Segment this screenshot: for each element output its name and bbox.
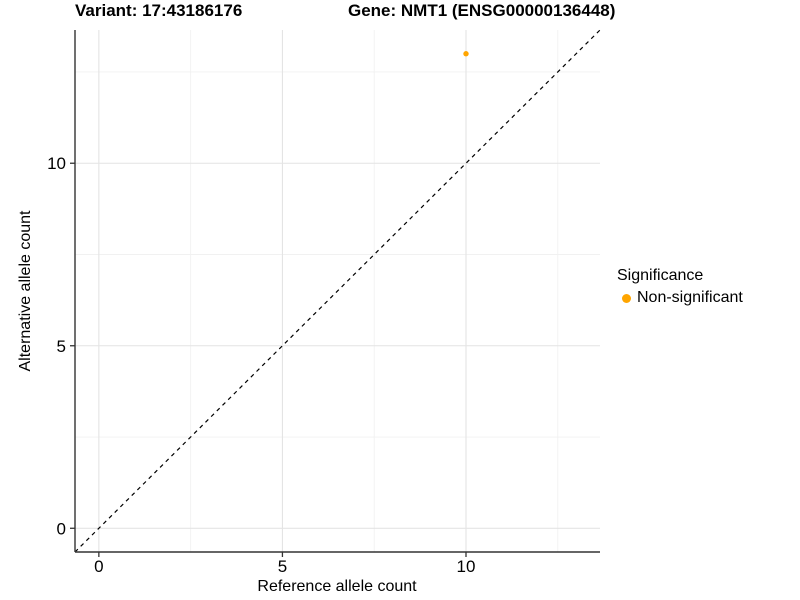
identity-dashed-line xyxy=(74,29,601,553)
gene-title: Gene: NMT1 (ENSG00000136448) xyxy=(348,1,616,20)
y-axis-title: Alternative allele count xyxy=(17,210,34,372)
legend-item-label: Non-significant xyxy=(637,289,743,306)
axis-tick-labels: 0 5 10 0 5 10 xyxy=(47,154,475,576)
y-tick-label: 10 xyxy=(47,154,66,173)
major-gridlines xyxy=(75,30,600,552)
legend-point-icon xyxy=(622,293,631,303)
x-axis-title: Reference allele count xyxy=(257,578,417,595)
variant-title: Variant: 17:43186176 xyxy=(75,1,243,20)
y-tick-label: 0 xyxy=(57,519,66,538)
x-tick-label: 10 xyxy=(457,557,476,576)
axis-tick-marks xyxy=(70,162,467,557)
data-point xyxy=(463,51,469,57)
data-points xyxy=(463,51,469,57)
identity-line xyxy=(74,29,601,553)
minor-gridlines xyxy=(75,30,600,552)
axis-lines xyxy=(74,30,600,553)
y-tick-label: 5 xyxy=(57,337,66,356)
x-tick-label: 5 xyxy=(278,557,287,576)
legend-title: Significance xyxy=(617,267,704,284)
legend: Significance Non-significant xyxy=(617,266,743,308)
legend-item: Non-significant xyxy=(617,288,743,308)
x-tick-label: 0 xyxy=(94,557,103,576)
